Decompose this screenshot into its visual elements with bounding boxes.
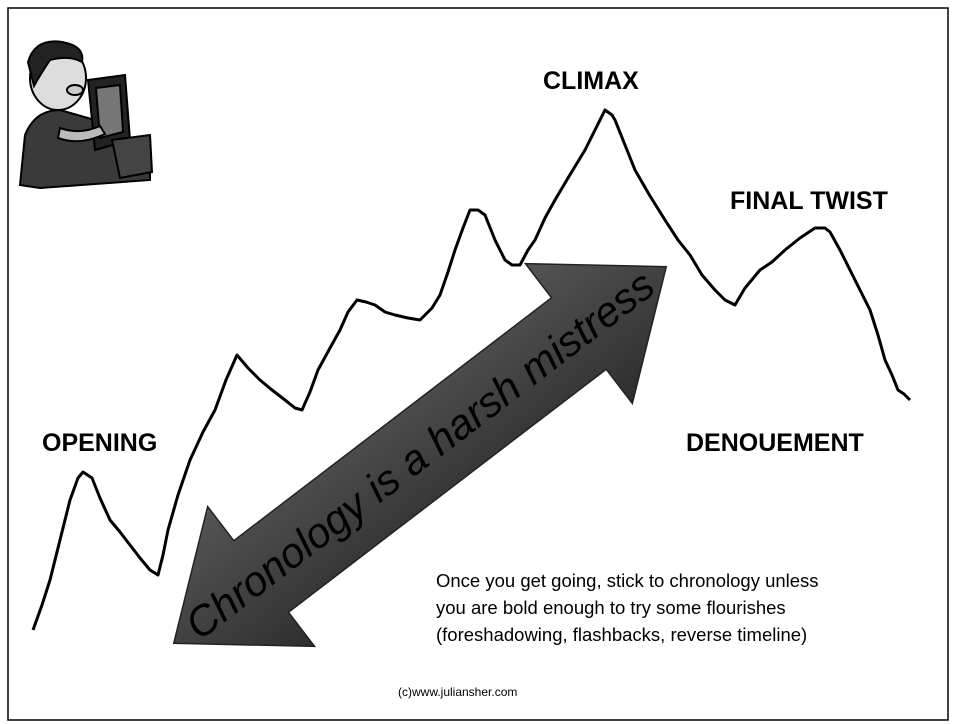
- credit: (c)www.juliansher.com: [398, 685, 517, 699]
- note-line: Once you get going, stick to chronology …: [436, 570, 819, 591]
- note-line: (foreshadowing, flashbacks, reverse time…: [436, 624, 807, 645]
- label-denouement: DENOUEMENT: [686, 429, 864, 457]
- label-opening: OPENING: [42, 429, 157, 457]
- label-final-twist: FINAL TWIST: [730, 187, 888, 215]
- slide: Chronology is a harsh mistress OPENING C…: [0, 0, 956, 724]
- note-line: you are bold enough to try some flourish…: [436, 597, 786, 618]
- label-climax: CLIMAX: [543, 67, 639, 95]
